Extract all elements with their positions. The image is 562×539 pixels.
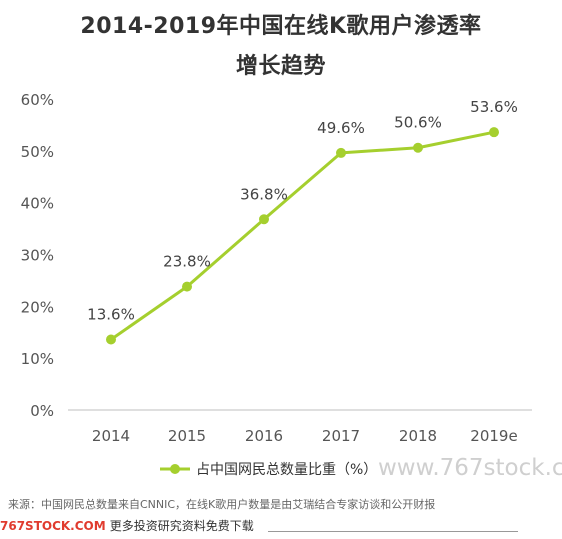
y-tick-label: 10% [21,350,54,368]
x-axis-ticks: 2014 2015 2016 2017 2018 2019e [92,427,518,445]
data-point [182,281,192,292]
footer-text: 更多投资研究资料免费下载 [109,519,254,533]
x-tick-label: 2016 [245,427,283,445]
x-tick-label: 2017 [322,427,360,445]
line-chart: 0%10%20%30%40%50%60% 2014 2015 2016 2017 201… [21,91,532,478]
data-label: 13.6% [87,306,135,324]
y-tick-label: 20% [21,298,54,316]
data-label: 53.6% [470,98,518,116]
y-tick-label: 40% [21,195,54,213]
footer-rule [268,531,518,532]
chart-title-line2: 增长趋势 [235,54,326,79]
y-tick-label: 30% [21,247,54,265]
data-points [106,127,499,345]
chart-title-line1: 2014-2019年中国在线K歌用户渗透率 [80,14,482,39]
y-tick-label: 0% [30,402,54,420]
legend-dot-marker [170,464,180,474]
data-point [259,214,269,225]
legend: 占中国网民总数量比重（%） [160,462,377,478]
data-point [336,147,346,158]
y-tick-label: 60% [21,91,54,109]
data-label: 50.6% [394,114,442,132]
x-tick-label: 2018 [399,427,437,445]
data-label: 36.8% [240,185,288,203]
data-point [413,142,423,153]
footer: 767STOCK.COM 更多投资研究资料免费下载 [0,517,562,539]
data-point [106,334,116,345]
y-axis-ticks: 0% 10% 20% 30% 40% 50% 60% [21,91,54,420]
source-note: 来源：中国网民总数量来自CNNIC，在线K歌用户数量是由艾瑞结合专家访谈和公开财… [8,498,436,511]
x-tick-label: 2014 [92,427,130,445]
x-tick-label: 2015 [168,427,206,445]
x-tick-label: 2019e [470,427,517,445]
footer-brand: 767STOCK.COM [0,519,106,533]
y-tick-label: 50% [21,143,54,161]
legend-label: 占中国网民总数量比重（%） [196,462,377,478]
data-label: 23.8% [163,253,211,271]
data-point [489,127,499,138]
series-line [110,130,495,341]
data-label: 49.6% [317,119,365,137]
data-labels: 13.6% 23.8% 36.8% 49.6% 50.6% 53.6% [87,98,518,323]
watermark: www.767stock.cc [378,455,562,481]
